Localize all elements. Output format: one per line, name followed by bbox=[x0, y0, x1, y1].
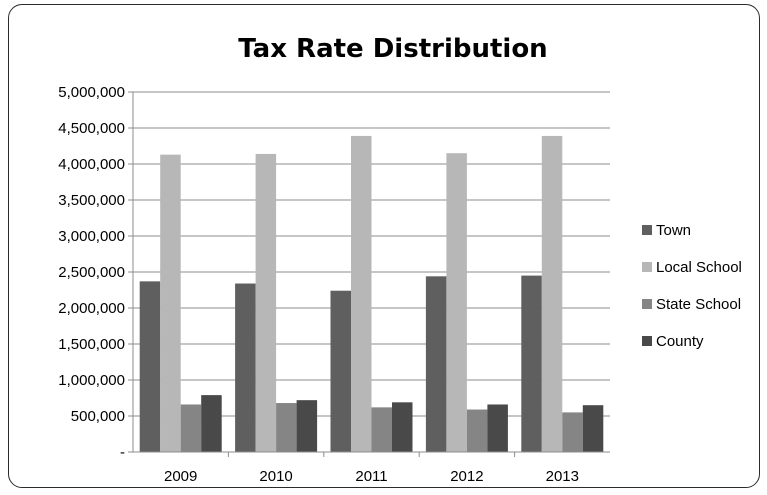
bar-town-2012 bbox=[425, 276, 447, 452]
y-tick-label: 500,000 bbox=[71, 408, 125, 425]
bar-county-2010 bbox=[296, 400, 318, 452]
y-tick-label: 2,500,000 bbox=[58, 264, 125, 281]
bar-local-school-2011 bbox=[351, 135, 372, 453]
bar-state-school-2009 bbox=[180, 404, 202, 452]
legend-swatch bbox=[642, 225, 652, 235]
bar-county-2013 bbox=[582, 405, 604, 452]
bar-local-school-2010 bbox=[255, 153, 277, 453]
y-axis-ticks: - 500,000 1,000,000 1,500,000 2,000,000 2,500… bbox=[58, 84, 133, 461]
y-tick-label: 2,000,000 bbox=[58, 300, 125, 317]
bar-town-2011 bbox=[330, 290, 351, 452]
y-tick-label: - bbox=[120, 444, 125, 461]
y-tick-label: 1,000,000 bbox=[58, 372, 125, 389]
bars bbox=[139, 135, 604, 453]
x-tick-label: 2013 bbox=[546, 468, 579, 485]
x-tick-label: 2011 bbox=[355, 468, 387, 485]
bar-town-2009 bbox=[139, 281, 161, 452]
bar-local-school-2013 bbox=[541, 135, 563, 453]
y-tick-label: 3,000,000 bbox=[58, 228, 125, 245]
bar-county-2012 bbox=[487, 404, 508, 452]
bar-town-2010 bbox=[235, 283, 256, 452]
bar-state-school-2012 bbox=[466, 409, 488, 452]
x-tick-label: 2009 bbox=[164, 468, 197, 485]
bar-state-school-2010 bbox=[276, 403, 297, 452]
y-tick-label: 1,500,000 bbox=[58, 336, 125, 353]
bar-town-2013 bbox=[521, 275, 542, 452]
legend-label: Local School bbox=[656, 259, 742, 276]
legend-swatch bbox=[642, 262, 652, 272]
bar-state-school-2013 bbox=[562, 412, 583, 452]
legend-swatch bbox=[642, 336, 652, 346]
bar-local-school-2009 bbox=[160, 154, 181, 452]
y-tick-label: 4,500,000 bbox=[58, 120, 125, 137]
x-tick-label: 2010 bbox=[259, 468, 292, 485]
legend-label: State School bbox=[656, 296, 741, 313]
legend-label: County bbox=[656, 333, 704, 350]
bar-county-2011 bbox=[392, 402, 413, 452]
bar-local-school-2012 bbox=[446, 153, 467, 452]
x-tick-label: 2012 bbox=[450, 468, 483, 485]
legend-swatch bbox=[642, 299, 652, 309]
y-tick-label: 3,500,000 bbox=[58, 192, 125, 209]
chart-title: Tax Rate Distribution bbox=[238, 34, 547, 64]
legend-label: Town bbox=[656, 222, 691, 239]
y-tick-label: 4,000,000 bbox=[58, 156, 125, 173]
x-axis-ticks: 2009 2010 2011 2012 2013 bbox=[164, 452, 579, 485]
bar-state-school-2011 bbox=[371, 407, 392, 452]
bar-county-2009 bbox=[201, 395, 222, 452]
y-tick-label: 5,000,000 bbox=[58, 84, 125, 101]
axes bbox=[132, 92, 610, 453]
legend: Town Local School State School County bbox=[642, 222, 742, 350]
